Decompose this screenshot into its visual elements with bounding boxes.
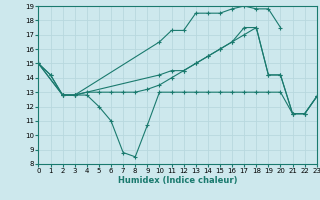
X-axis label: Humidex (Indice chaleur): Humidex (Indice chaleur) <box>118 176 237 185</box>
